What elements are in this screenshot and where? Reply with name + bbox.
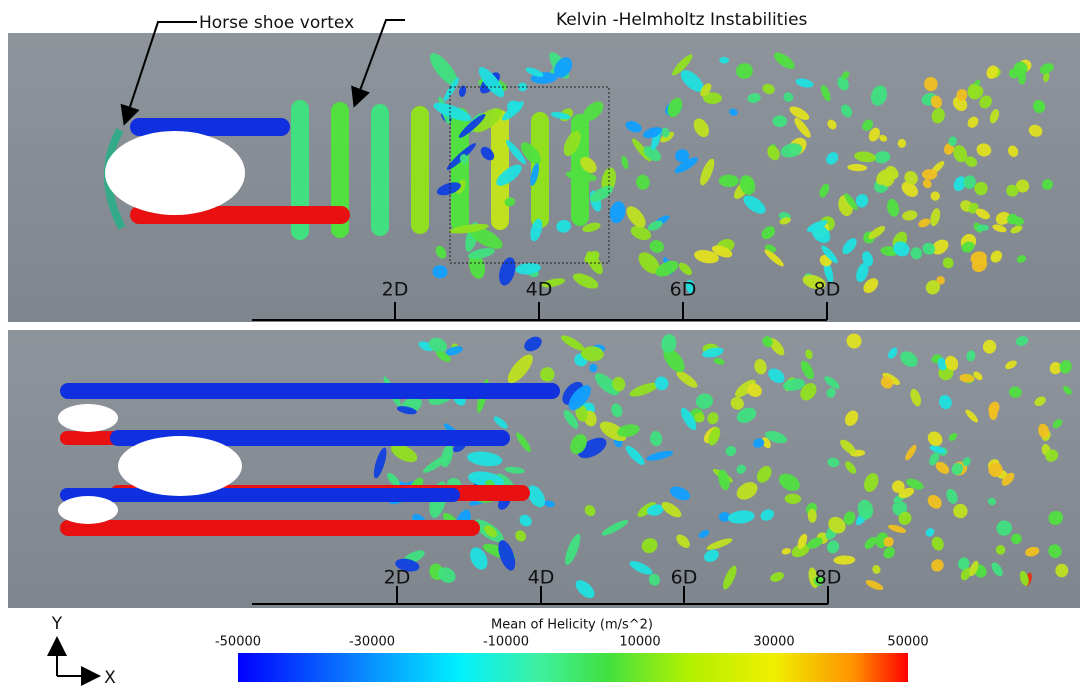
figure: Horse shoe vortex Kelvin -Helmholtz Inst… [0, 0, 1082, 687]
colorbar [238, 653, 908, 682]
scale-label: 2D [382, 279, 409, 301]
colorbar-ticks: -50000 -30000 -10000 10000 30000 50000 [215, 635, 929, 650]
scale-label: 4D [526, 279, 553, 301]
cylinder [58, 404, 118, 432]
scale-label: 8D [815, 567, 842, 589]
colorbar-tick-label: 50000 [887, 635, 928, 650]
cylinder [105, 131, 245, 215]
tube [60, 383, 560, 399]
colorbar-tick-label: 30000 [753, 635, 794, 650]
scale-label: 2D [384, 567, 411, 589]
tube [60, 488, 460, 502]
page: {"annotations": ["Horse shoe vortex", "K… [0, 0, 1082, 687]
scale-label: 4D [528, 567, 555, 589]
cylinder [118, 436, 242, 496]
tube [60, 520, 480, 536]
vortex-ring [411, 106, 429, 234]
vortex [922, 169, 937, 180]
colorbar-tick-label: -30000 [349, 635, 395, 650]
scale-label: 6D [670, 279, 697, 301]
colorbar-tick-label: -50000 [215, 635, 261, 650]
colorbar-tick-label: 10000 [619, 635, 660, 650]
annotation: Horse shoe vortex [199, 13, 354, 33]
annotation: Kelvin -Helmholtz Instabilities [556, 10, 808, 30]
scale-label: 6D [671, 567, 698, 589]
scale-label: 8D [814, 279, 841, 301]
colorbar-tick-label: -10000 [483, 635, 529, 650]
vortex-ring [371, 104, 389, 236]
colorbar-title: Mean of Helicity (m/s^2) [491, 618, 653, 633]
y-axis-label: Y [51, 614, 63, 634]
cylinder [58, 496, 118, 524]
x-axis-label: X [104, 668, 116, 687]
